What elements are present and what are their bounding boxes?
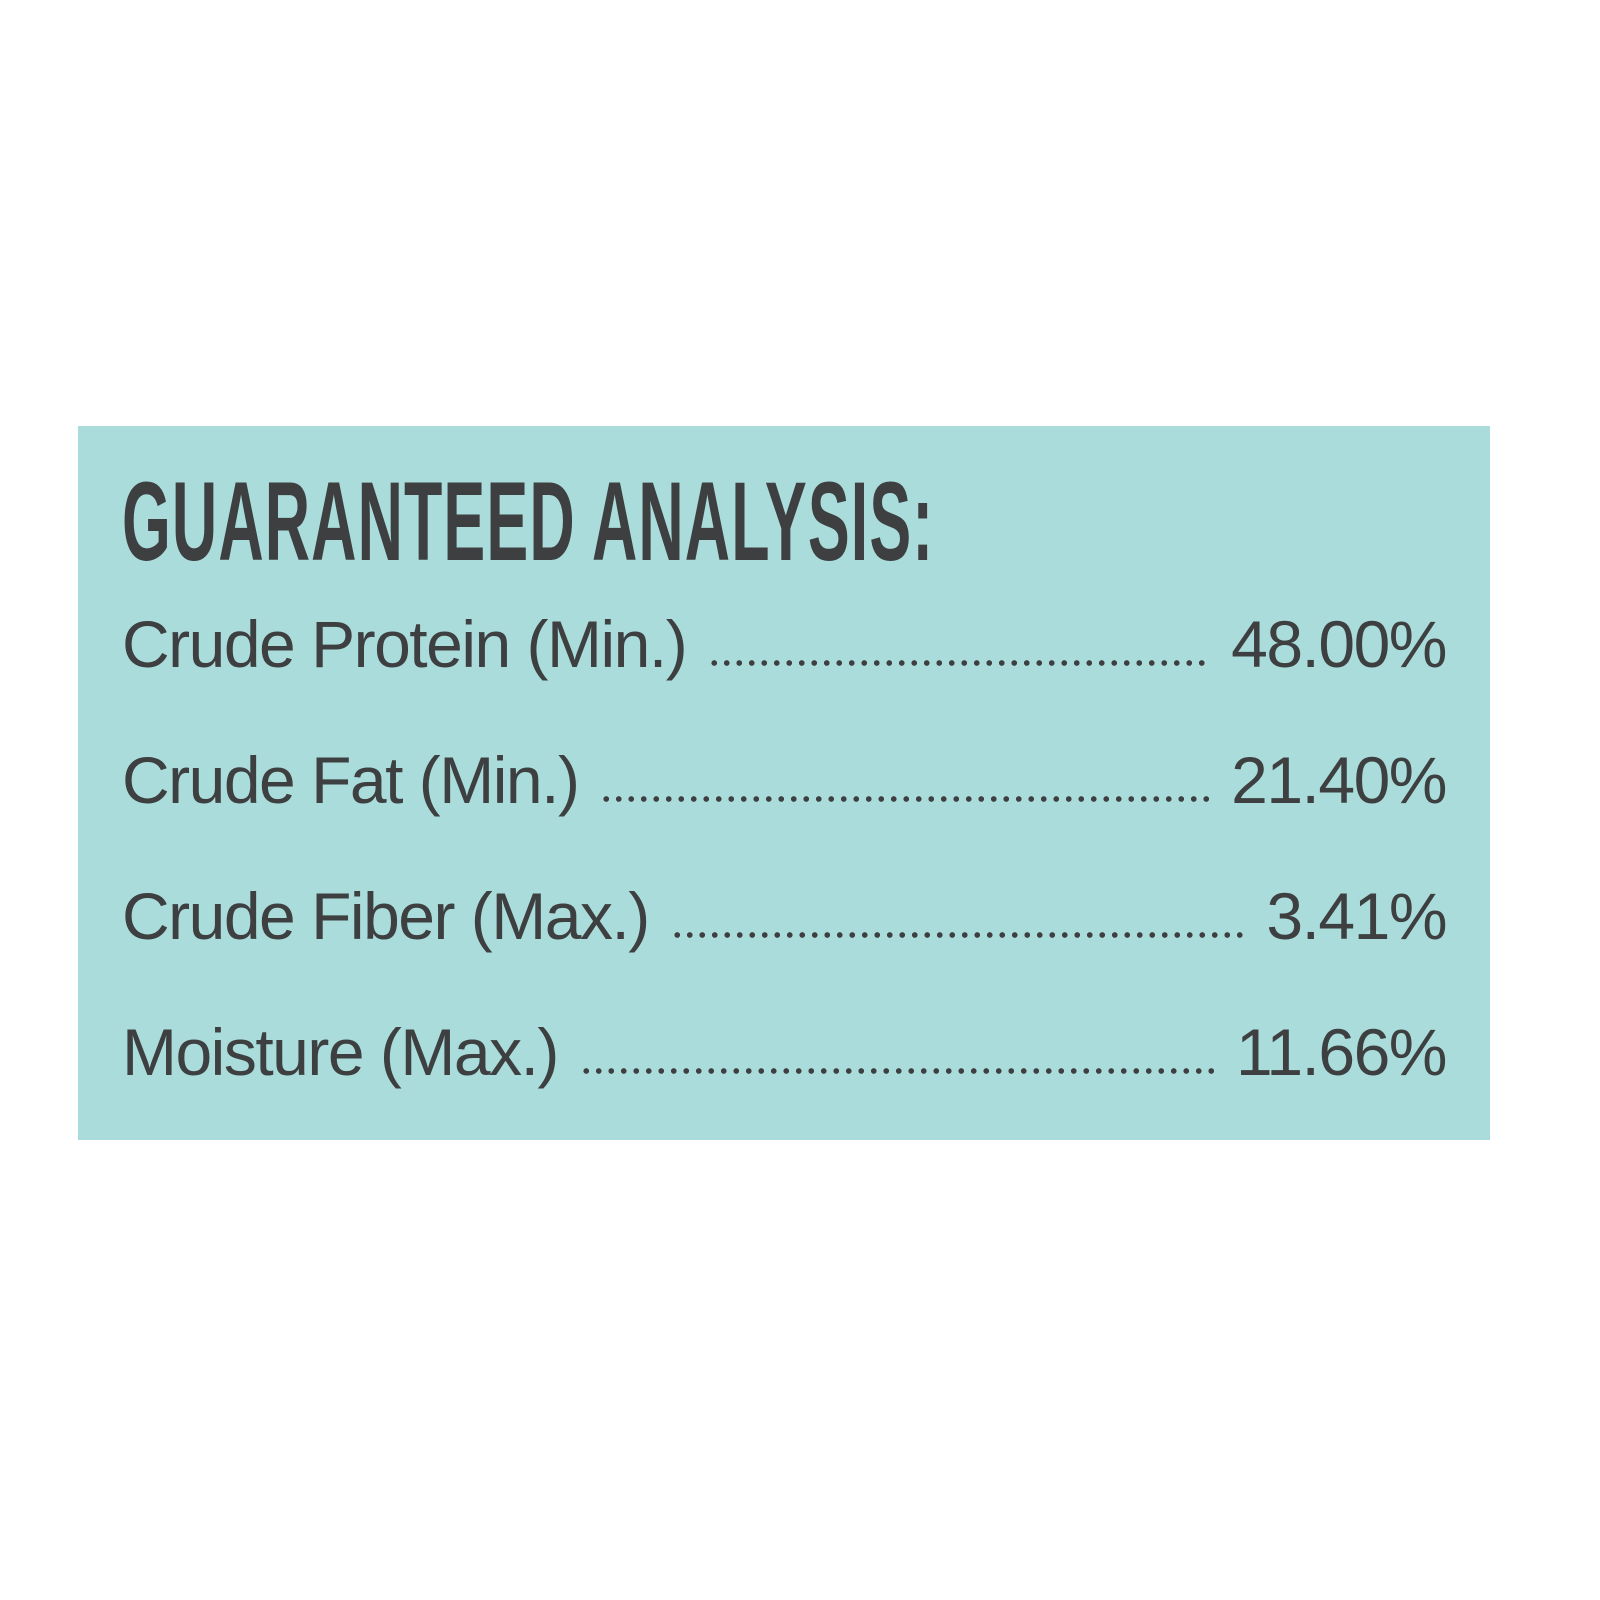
guaranteed-analysis-panel: GUARANTEED ANALYSIS: Crude Protein (Min.… [78,426,1490,1140]
analysis-list: Crude Protein (Min.) 48.00% Crude Fat (M… [122,606,1447,1150]
row-value: 21.40% [1231,743,1447,817]
analysis-row-crude-fiber: Crude Fiber (Max.) 3.41% [122,878,1447,1014]
row-label: Moisture (Max.) [122,1015,559,1089]
dotted-leader [708,659,1210,667]
row-value: 3.41% [1266,879,1447,953]
dotted-leader [670,931,1245,939]
row-value: 11.66% [1236,1015,1447,1089]
row-label: Crude Fiber (Max.) [122,879,650,953]
dotted-leader [600,795,1210,803]
row-value: 48.00% [1231,607,1447,681]
row-label: Crude Protein (Min.) [122,607,688,681]
dotted-leader [579,1067,1215,1075]
panel-title: GUARANTEED ANALYSIS: [122,459,935,584]
analysis-row-moisture: Moisture (Max.) 11.66% [122,1014,1447,1150]
row-label: Crude Fat (Min.) [122,743,580,817]
analysis-row-crude-protein: Crude Protein (Min.) 48.00% [122,606,1447,742]
analysis-row-crude-fat: Crude Fat (Min.) 21.40% [122,742,1447,878]
